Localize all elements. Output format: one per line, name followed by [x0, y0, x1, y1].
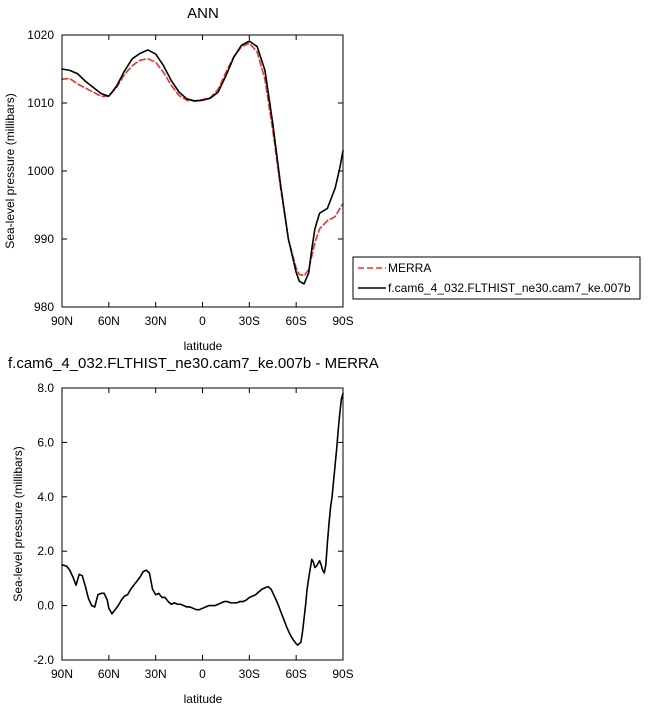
chart-bottom-ytick-label: -2.0	[33, 653, 54, 667]
legend-label-model: f.cam6_4_032.FLTHIST_ne30.cam7_ke.007b	[388, 281, 631, 295]
chart-top-ytick-label: 1000	[27, 164, 54, 178]
chart-bottom-series-line-0	[61, 392, 344, 646]
chart-bottom-ytick-label: 6.0	[37, 435, 54, 449]
chart-bottom-xtick-label: 90S	[332, 667, 353, 681]
chart-top-xtick-label: 60N	[98, 314, 120, 328]
chart-bottom-xtick-label: 30N	[145, 667, 167, 681]
chart-bottom: f.cam6_4_032.FLTHIST_ne30.cam7_ke.007b -…	[8, 355, 379, 706]
chart-top-xtick-label: 30S	[239, 314, 260, 328]
chart-bottom-xtick-label: 60S	[285, 667, 306, 681]
chart-bottom-ytick-label: 4.0	[37, 490, 54, 504]
chart-top-series-layer	[61, 40, 344, 285]
chart-top-series-line-0	[61, 42, 344, 277]
chart-top: ANN 90N 60N 30N 0 30S 60S 90S 1020 1010 1000 990 98…	[3, 5, 354, 353]
chart-top-ytick-label: 1010	[27, 96, 54, 110]
legend-box	[352, 256, 641, 300]
chart-top-xtick-label: 30N	[145, 314, 167, 328]
chart-top-xtick-label: 60S	[285, 314, 306, 328]
chart-top-series-line-1	[61, 40, 344, 285]
chart-bottom-ylabel: Sea-level pressure (millibars)	[11, 446, 25, 601]
chart-bottom-xlabel: latitude	[184, 692, 223, 706]
chart-top-title: ANN	[187, 5, 219, 22]
chart-top-ytick-label: 990	[34, 232, 54, 246]
chart-bottom-xtick-label: 90N	[51, 667, 73, 681]
chart-top-xtick-label: 0	[199, 314, 206, 328]
chart-bottom-ytick-label: 0.0	[37, 599, 54, 613]
chart-bottom-xtick-label: 0	[199, 667, 206, 681]
chart-top-plot-frame	[61, 34, 344, 308]
chart-bottom-title: f.cam6_4_032.FLTHIST_ne30.cam7_ke.007b -…	[8, 355, 379, 372]
chart-top-xtick-label: 90N	[51, 314, 73, 328]
chart-bottom-ytick-label: 2.0	[37, 544, 54, 558]
chart-top-xlabel: latitude	[184, 339, 223, 353]
chart-top-xtick-label: 90S	[332, 314, 353, 328]
chart-bottom-series-layer	[61, 392, 344, 646]
chart-top-ticks: 90N 60N 30N 0 30S 60S 90S 1020 1010 1000 990 980	[27, 28, 353, 328]
chart-bottom-xtick-label: 60N	[98, 667, 120, 681]
chart-bottom-xtick-label: 30S	[239, 667, 260, 681]
chart-top-ytick-label: 980	[34, 300, 54, 314]
chart-top-legend: MERRA f.cam6_4_032.FLTHIST_ne30.cam7_ke.…	[352, 256, 641, 300]
chart-top-ylabel: Sea-level pressure (millibars)	[3, 93, 17, 248]
chart-bottom-plot-frame	[61, 387, 344, 661]
chart-bottom-ticks: 90N 60N 30N 0 30S 60S 90S 8.0 6.0 4.0 2.0 0.0 -2.0	[33, 381, 353, 681]
chart-top-ytick-label: 1020	[27, 28, 54, 42]
legend-label-merra: MERRA	[388, 261, 431, 275]
chart-bottom-ytick-label: 8.0	[37, 381, 54, 395]
